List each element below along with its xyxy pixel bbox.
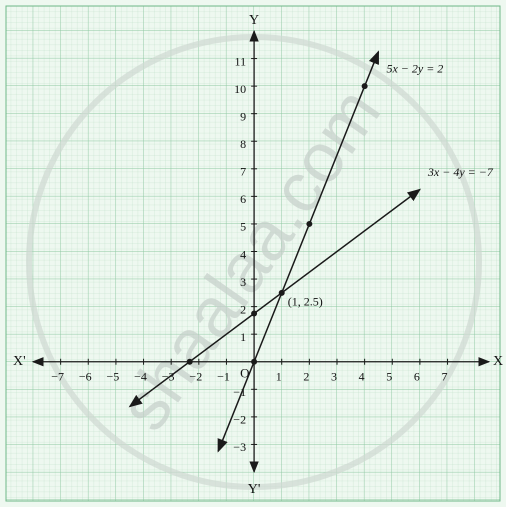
point <box>251 358 258 365</box>
y-tick-label: 9 <box>240 109 246 123</box>
x-tick-label: 3 <box>331 370 337 384</box>
point <box>361 83 368 90</box>
x-axis-label-neg: X' <box>13 354 26 369</box>
y-tick-label: −2 <box>233 413 246 427</box>
x-tick-label: 5 <box>386 370 392 384</box>
point <box>306 220 313 227</box>
y-tick-label: −3 <box>233 440 246 454</box>
y-tick-label: 4 <box>240 247 246 261</box>
x-tick-label: 4 <box>359 370 365 384</box>
x-tick-label: −2 <box>189 370 202 384</box>
line-label: 3x − 4y = −7 <box>427 165 494 179</box>
y-tick-label: 11 <box>235 54 247 68</box>
x-tick-label: −4 <box>134 370 147 384</box>
x-tick-label: 1 <box>276 370 282 384</box>
y-tick-label: 10 <box>234 82 246 96</box>
x-tick-label: 2 <box>303 370 309 384</box>
line-label: 5x − 2y = 2 <box>386 61 443 75</box>
y-tick-label: 2 <box>240 302 246 316</box>
x-tick-label: 6 <box>414 370 420 384</box>
y-axis-label-neg: Y' <box>248 482 261 497</box>
y-tick-label: 8 <box>240 137 246 151</box>
x-tick-label: −7 <box>51 370 64 384</box>
x-tick-label: −5 <box>107 370 120 384</box>
y-tick-label: 6 <box>240 192 246 206</box>
intersection-point <box>278 289 285 296</box>
y-tick-label: 5 <box>240 220 246 234</box>
y-tick-label: 1 <box>240 330 246 344</box>
point <box>251 310 258 317</box>
x-tick-label: −1 <box>217 370 230 384</box>
x-tick-label: −6 <box>79 370 92 384</box>
y-tick-label: 7 <box>240 165 246 179</box>
y-axis-label: Y <box>249 13 259 28</box>
x-axis-label: X <box>493 354 503 369</box>
y-tick-label: 3 <box>240 275 246 289</box>
line <box>128 188 421 408</box>
annotation: (1, 2.5) <box>288 295 323 309</box>
point <box>186 358 193 365</box>
x-tick-label: 7 <box>442 370 448 384</box>
plot: XX'YY'O−7 −6 −5 −4 −3 −2 −1 1 2 3 4 5 6 7−3−2−1123456… <box>13 13 503 497</box>
